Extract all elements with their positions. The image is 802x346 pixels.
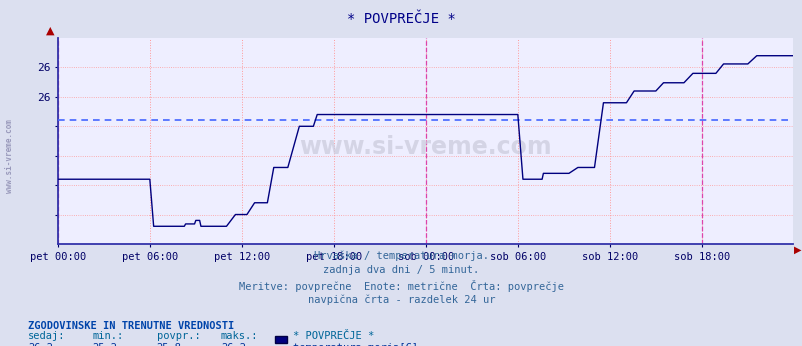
Text: * POVPREČJE *: * POVPREČJE * <box>346 12 456 26</box>
Text: maks.:: maks.: <box>221 331 258 342</box>
Text: sedaj:: sedaj: <box>28 331 66 342</box>
Text: zadnja dva dni / 5 minut.: zadnja dva dni / 5 minut. <box>323 265 479 275</box>
Text: Meritve: povprečne  Enote: metrične  Črta: povprečje: Meritve: povprečne Enote: metrične Črta:… <box>239 280 563 292</box>
Text: ▶: ▶ <box>793 245 800 255</box>
Text: ▲: ▲ <box>46 26 54 36</box>
Text: ZGODOVINSKE IN TRENUTNE VREDNOSTI: ZGODOVINSKE IN TRENUTNE VREDNOSTI <box>28 321 234 331</box>
Text: Hrvaška / temperatura morja.: Hrvaška / temperatura morja. <box>314 251 488 261</box>
Text: povpr.:: povpr.: <box>156 331 200 342</box>
Text: min.:: min.: <box>92 331 124 342</box>
Text: 25,8: 25,8 <box>156 343 181 346</box>
Text: 26,2: 26,2 <box>221 343 245 346</box>
Text: navpična črta - razdelek 24 ur: navpična črta - razdelek 24 ur <box>307 294 495 305</box>
Text: 26,2: 26,2 <box>28 343 53 346</box>
Text: www.si-vreme.com: www.si-vreme.com <box>5 119 14 193</box>
Text: www.si-vreme.com: www.si-vreme.com <box>298 135 551 159</box>
Text: 25,2: 25,2 <box>92 343 117 346</box>
Text: * POVPREČJE *: * POVPREČJE * <box>293 331 374 342</box>
Text: temperatura morja[C]: temperatura morja[C] <box>293 343 418 346</box>
